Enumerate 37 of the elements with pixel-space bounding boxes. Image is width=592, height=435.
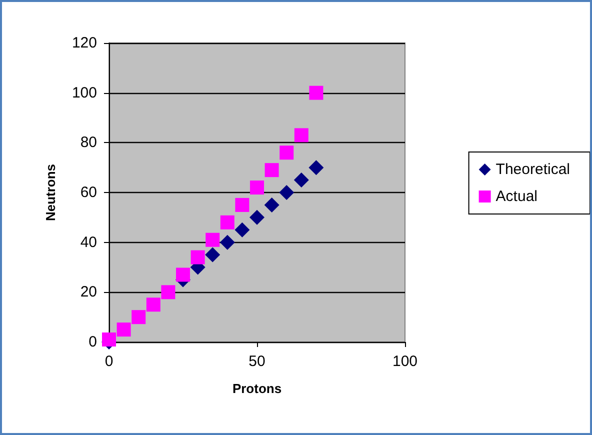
point: [264, 197, 280, 212]
y-tick-label: 60: [80, 184, 97, 201]
y-tick-label: 40: [80, 234, 97, 251]
point: [264, 163, 279, 178]
point: [294, 172, 309, 188]
point: [250, 210, 264, 225]
point: [161, 285, 176, 300]
point: [205, 247, 220, 262]
y-tick-label: 120: [72, 34, 97, 52]
point: [132, 310, 146, 324]
point: [220, 215, 234, 230]
point: [234, 222, 250, 238]
x-tick-label: 50: [248, 353, 266, 370]
point: [250, 180, 264, 195]
y-tick-label: 0: [88, 334, 97, 350]
y-tick-label: 80: [80, 134, 97, 152]
x-axis-title: Protons: [232, 381, 282, 396]
legend-label: Theoretical: [496, 161, 570, 178]
point: [279, 185, 294, 200]
point: [176, 268, 190, 282]
point: [206, 232, 220, 247]
point: [116, 322, 131, 337]
point: [190, 250, 205, 264]
point: [235, 198, 250, 212]
x-tick-label: 0: [104, 353, 114, 370]
y-axis-title: Neutrons: [43, 164, 58, 222]
point: [294, 128, 308, 142]
point: [146, 298, 160, 312]
point: [280, 146, 294, 160]
point: [308, 160, 324, 176]
point: [309, 86, 324, 100]
legend-label: Actual: [496, 188, 538, 205]
y-tick-label: 100: [72, 84, 97, 102]
x-tick-label: 100: [392, 353, 418, 370]
y-tick-label: 20: [80, 284, 97, 301]
point: [220, 234, 235, 250]
point: [102, 332, 116, 347]
